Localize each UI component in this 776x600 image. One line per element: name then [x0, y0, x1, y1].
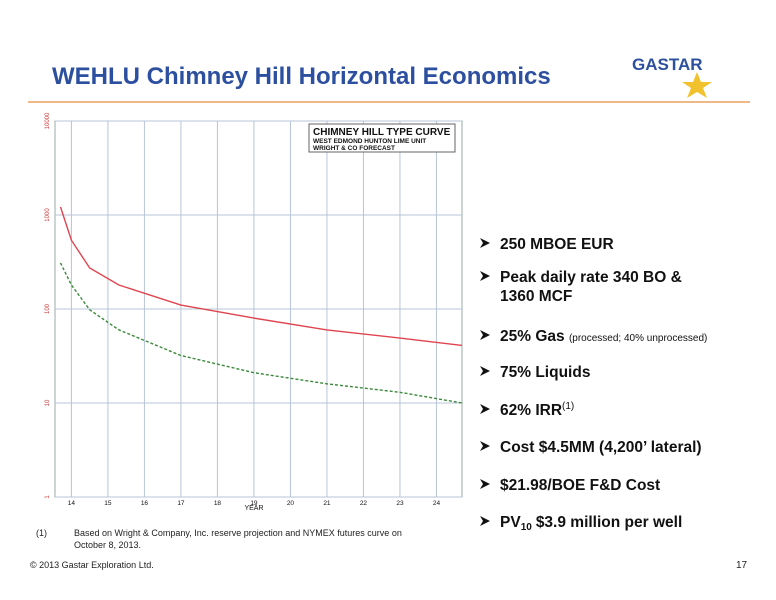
- footnote: October 8, 2013.: [74, 540, 141, 550]
- x-axis-label: YEAR: [244, 505, 263, 512]
- bullet: 25% Gas (processed; 40% unprocessed): [500, 328, 707, 345]
- bullet-arrow: [480, 479, 490, 489]
- legend-title: CHIMNEY HILL TYPE CURVE: [313, 127, 451, 138]
- bullet: $21.98/BOE F&D Cost: [500, 477, 660, 494]
- bullet-sup: (1): [562, 401, 574, 412]
- bullet-text: 25% Gas: [500, 328, 565, 345]
- slide-title: WEHLU Chimney Hill Horizontal Economics: [52, 63, 551, 90]
- x-tick-label: 22: [360, 500, 368, 507]
- x-tick-label: 17: [177, 500, 185, 507]
- bullet: 62% IRR(1): [500, 401, 574, 419]
- bullet-arrow: [480, 441, 490, 451]
- x-tick-label: 15: [104, 500, 112, 507]
- y-tick-label: 100: [45, 303, 51, 314]
- bullet-note: (processed; 40% unprocessed): [569, 333, 707, 344]
- bullet-arrow: [480, 404, 490, 414]
- copyright: © 2013 Gastar Exploration Ltd.: [30, 560, 154, 570]
- x-tick-label: 23: [396, 500, 404, 507]
- bullet: Cost $4.5MM (4,200’ lateral): [500, 439, 702, 456]
- series-line: [59, 262, 463, 404]
- x-tick-label: 24: [433, 500, 441, 507]
- legend-line: WEST EDMOND HUNTON LIME UNIT: [313, 138, 426, 145]
- y-tick-label: 1: [45, 495, 51, 499]
- bullet: 75% Liquids: [500, 364, 590, 381]
- x-tick-label: 19: [250, 500, 258, 507]
- footnote-marker: (1): [36, 528, 47, 538]
- x-tick-label: 21: [323, 500, 331, 507]
- x-tick-label: 14: [68, 500, 76, 507]
- legend-line: WRIGHT & CO FORECAST: [313, 145, 395, 152]
- bullets: 250 MBOE EUR Peak daily rate 340 BO & 13…: [480, 236, 707, 533]
- bullet-arrow: [480, 366, 490, 376]
- series-line: [59, 206, 463, 347]
- bullet: 1360 MCF: [500, 288, 572, 305]
- page-number: 17: [736, 560, 748, 571]
- bullet: Peak daily rate 340 BO &: [500, 269, 682, 286]
- chart: 1 10 100 1000 10000 14 15 16 17 18 19 20 21 22 23 24: [45, 112, 463, 507]
- logo-star: [682, 72, 712, 98]
- footnote: Based on Wright & Company, Inc. reserve …: [74, 528, 402, 538]
- x-tick-label: 18: [214, 500, 222, 507]
- x-tick-label: 20: [287, 500, 295, 507]
- bullet-arrow: [480, 271, 490, 281]
- legend-box: [308, 123, 456, 153]
- y-tick-label: 10: [45, 399, 51, 406]
- logo: GASTAR: [632, 55, 703, 74]
- bullet-sub: 10: [521, 522, 533, 533]
- bullet: 250 MBOE EUR: [500, 236, 614, 253]
- bullet-text: 62% IRR: [500, 402, 562, 419]
- y-tick-label: 10000: [45, 112, 51, 129]
- bullet-text: PV: [500, 514, 521, 531]
- bullet-arrow: [480, 330, 490, 340]
- bullet-arrow: [480, 238, 490, 248]
- bullet-text: $3.9 million per well: [536, 514, 682, 531]
- x-tick-label: 16: [141, 500, 149, 507]
- bullet: PV10 $3.9 million per well: [500, 514, 682, 533]
- y-tick-label: 1000: [45, 208, 51, 222]
- bullet-arrow: [480, 516, 490, 526]
